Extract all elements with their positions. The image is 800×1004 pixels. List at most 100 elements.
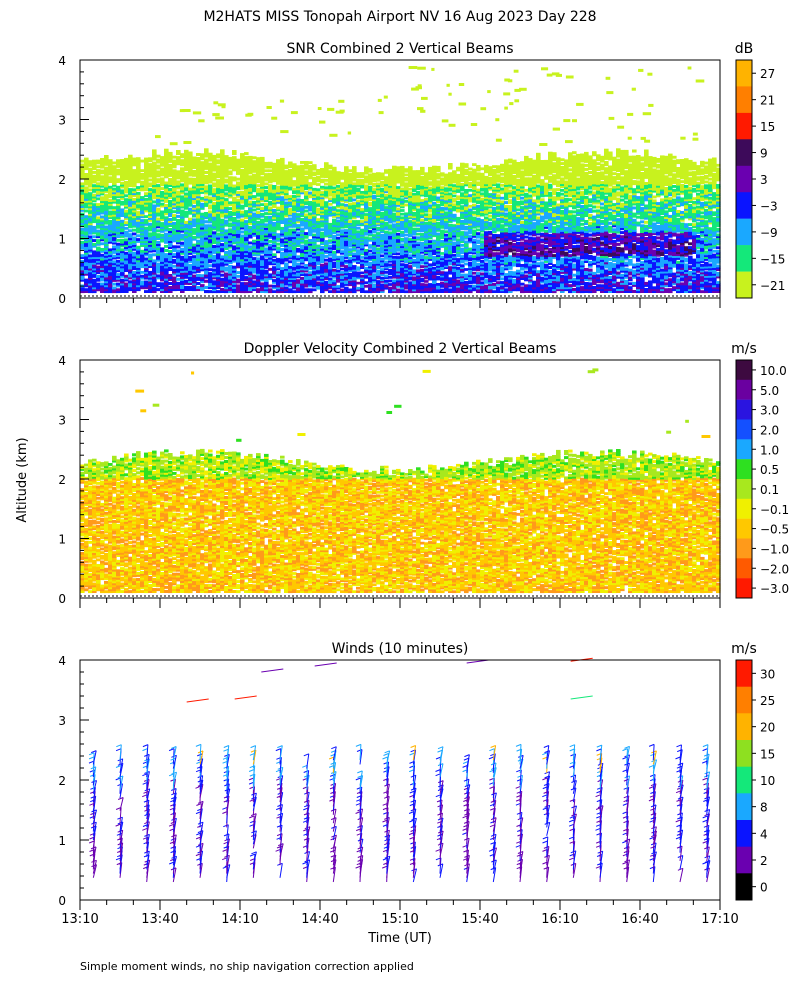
- field-cell: [92, 235, 97, 238]
- field-cell: [92, 160, 97, 163]
- field-cell: [260, 176, 265, 179]
- field-cell: [116, 260, 121, 263]
- field-cell: [168, 152, 173, 155]
- field-cell: [268, 207, 273, 210]
- field-cell: [220, 274, 225, 277]
- field-cell: [104, 155, 109, 158]
- field-cell: [84, 210, 89, 213]
- field-cell: [84, 288, 89, 291]
- field-cell: [148, 232, 153, 235]
- field-cell: [256, 211, 261, 214]
- field-cell: [208, 268, 213, 271]
- field-cell: [164, 233, 169, 236]
- field-cell: [172, 214, 177, 217]
- field-cell: [100, 158, 105, 161]
- field-cell: [236, 159, 241, 162]
- field-cell: [148, 179, 153, 182]
- field-cell: [156, 274, 161, 277]
- field-cell: [268, 268, 273, 271]
- field-cell: [152, 204, 157, 207]
- snr-panel-title: SNR Combined 2 Vertical Beams: [286, 41, 513, 57]
- field-cell: [92, 239, 97, 242]
- field-cell: [272, 222, 277, 225]
- field-cell: [228, 228, 233, 231]
- field-cell: [120, 208, 125, 211]
- field-cell: [132, 236, 137, 239]
- field-cell: [144, 227, 149, 230]
- field-cell: [240, 205, 245, 208]
- field-cell: [248, 226, 253, 229]
- field-cell: [220, 149, 225, 152]
- field-cell: [148, 223, 153, 226]
- field-cell: [120, 220, 125, 223]
- field-cell: [112, 206, 117, 209]
- field-cell: [184, 193, 189, 196]
- field-cell: [168, 282, 173, 285]
- field-cell: [176, 156, 181, 159]
- field-cell: [176, 180, 181, 183]
- field-cell: [236, 191, 241, 194]
- field-cell: [188, 264, 193, 267]
- field-cell: [276, 247, 281, 250]
- field-cell: [192, 255, 197, 258]
- field-cell: [116, 199, 121, 202]
- field-cell: [268, 288, 273, 291]
- field-cell: [176, 191, 181, 194]
- field-cell: [284, 263, 289, 266]
- field-cell: [192, 244, 197, 247]
- field-cell: [232, 176, 237, 179]
- field-cell: [176, 215, 181, 218]
- field-cell: [156, 241, 161, 244]
- field-cell: [140, 275, 145, 278]
- field-cell: [192, 157, 197, 160]
- field-cell: [240, 219, 245, 222]
- field-cell: [168, 218, 173, 221]
- field-cell: [228, 201, 233, 204]
- field-cell: [144, 198, 149, 201]
- field-cell: [184, 286, 189, 289]
- field-cell: [100, 175, 105, 178]
- field-cell: [252, 275, 257, 278]
- field-cell: [196, 282, 201, 285]
- field-cell: [152, 259, 157, 262]
- field-cell: [180, 242, 185, 245]
- field-cell: [96, 247, 101, 250]
- field-cell: [228, 176, 233, 179]
- field-cell: [216, 233, 221, 236]
- field-cell: [188, 188, 193, 191]
- field-cell: [228, 265, 233, 268]
- field-cell: [200, 213, 205, 216]
- field-cell: [244, 156, 249, 159]
- field-cell: [272, 185, 277, 188]
- field-cell: [268, 184, 273, 187]
- field-cell: [208, 272, 213, 275]
- field-cell: [120, 159, 125, 162]
- field-cell: [156, 282, 161, 285]
- field-cell: [200, 153, 205, 156]
- field-cell: [164, 182, 169, 185]
- field-cell: [116, 186, 121, 189]
- field-cell: [184, 172, 189, 175]
- field-cell: [132, 169, 137, 172]
- field-cell: [80, 254, 85, 257]
- field-cell: [252, 156, 257, 159]
- field-cell: [124, 221, 129, 224]
- field-cell: [232, 266, 237, 269]
- field-cell: [236, 178, 241, 181]
- field-cell: [208, 185, 213, 188]
- field-cell: [192, 205, 197, 208]
- field-cell: [244, 276, 249, 279]
- field-cell: [124, 198, 129, 201]
- field-cell: [156, 288, 161, 291]
- field-cell: [192, 170, 197, 173]
- field-cell: [248, 201, 253, 204]
- figure-canvas: M2HATS MISS Tonopah Airport NV 16 Aug 20…: [0, 0, 800, 1000]
- field-cell: [232, 217, 237, 220]
- field-cell: [152, 253, 157, 256]
- field-cell: [196, 286, 201, 289]
- field-cell: [80, 228, 85, 231]
- field-cell: [156, 218, 161, 221]
- field-cell: [180, 256, 185, 259]
- field-cell: [168, 200, 173, 203]
- field-cell: [204, 196, 209, 199]
